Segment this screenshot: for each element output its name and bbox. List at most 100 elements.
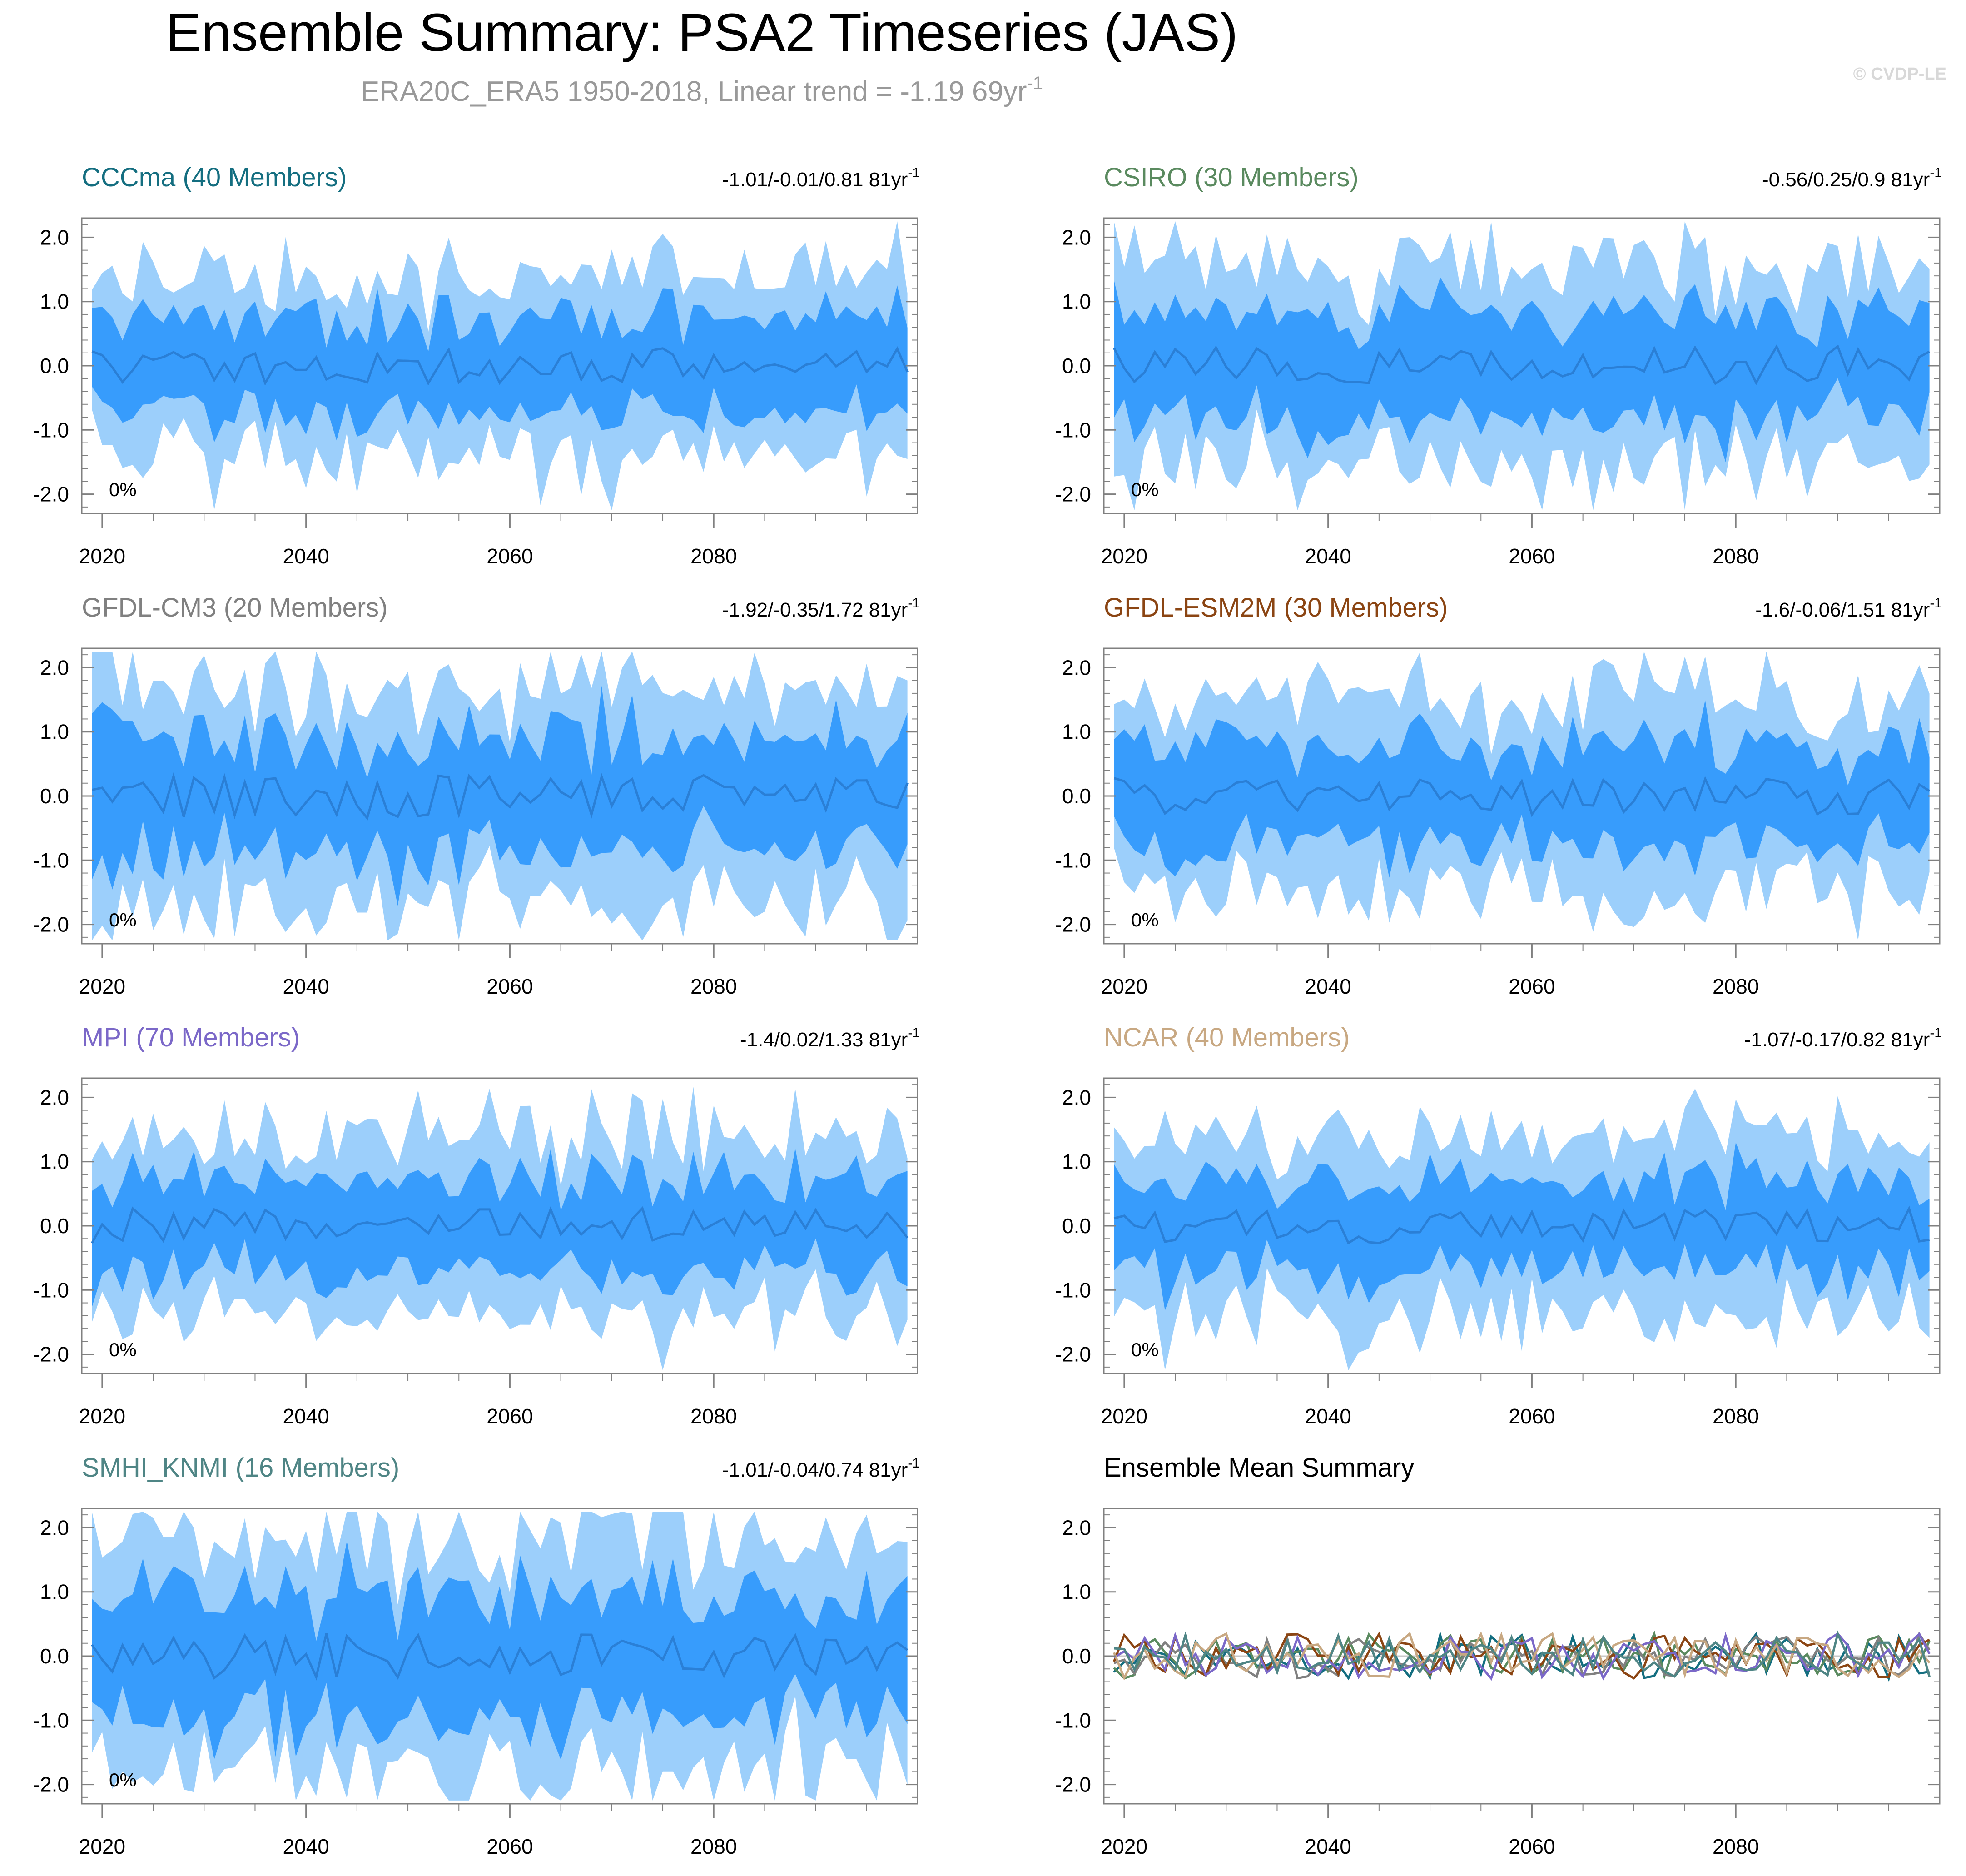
panel-title: MPI (70 Members) (82, 1023, 300, 1052)
series-line-smhi-knmi (1114, 1630, 1931, 1678)
y-tick-label: -2.0 (1055, 1343, 1091, 1366)
x-tick-label: 2060 (487, 544, 533, 568)
y-tick-label: 2.0 (40, 1516, 69, 1539)
ensemble-mean-line (1113, 344, 1930, 386)
x-tick-label: 2040 (1305, 1835, 1351, 1858)
x-tick-label: 2060 (1509, 1835, 1555, 1858)
x-tick-label: 2040 (283, 544, 329, 568)
panel-trend: -1.07/-0.17/0.82 81yr-1 (1744, 1025, 1942, 1051)
y-tick-label: 2.0 (40, 1085, 69, 1109)
trend-value: -1.01/-0.04/0.74 81yr (722, 1459, 908, 1481)
y-tick-label: -2.0 (33, 483, 69, 506)
y-tick-label: 2.0 (1062, 1085, 1091, 1109)
percent-label: 0% (109, 1769, 137, 1791)
x-tick-label: 2080 (690, 1404, 737, 1428)
y-tick-label: -1.0 (33, 1278, 69, 1302)
panel-ncar: NCAR (40 Members) -1.07/-0.17/0.82 81yr-1… (1055, 1023, 1942, 1428)
plot-content (1104, 1630, 1940, 1682)
y-tick-label: 0.0 (1062, 1644, 1091, 1668)
plot-content (82, 652, 918, 940)
x-tick-label: 2020 (79, 1835, 125, 1858)
y-tick-label: 1.0 (40, 1580, 69, 1604)
x-tick-label: 2020 (79, 1404, 125, 1428)
panel-title: CCCma (40 Members) (82, 163, 347, 192)
y-tick-label: -2.0 (1055, 1773, 1091, 1796)
x-tick-label: 2080 (1713, 544, 1759, 568)
trend-value: -1.92/-0.35/1.72 81yr (722, 599, 908, 621)
y-tick-label: -2.0 (33, 913, 69, 936)
plot-content (1104, 652, 1940, 940)
trend-superscript: -1 (1930, 165, 1942, 180)
inner-range-band (92, 285, 908, 443)
y-tick-label: 1.0 (40, 720, 69, 744)
panel-title: Ensemble Mean Summary (1104, 1453, 1414, 1483)
figure-title: Ensemble Summary: PSA2 Timeseries (JAS) (166, 3, 1238, 63)
panel-mpi: MPI (70 Members) -1.4/0.02/1.33 81yr-1 0% 2… (33, 1023, 920, 1428)
x-tick-label: 2020 (1101, 1835, 1147, 1858)
panels: CCCma (40 Members) -1.01/-0.01/0.81 81yr-… (33, 163, 1942, 1858)
trend-value: -1.4/0.02/1.33 81yr (740, 1029, 908, 1051)
ensemble-mean-line (91, 1632, 909, 1681)
y-tick-label: -1.0 (33, 1708, 69, 1732)
y-tick-label: -1.0 (1055, 1708, 1091, 1732)
trend-value: -1.01/-0.01/0.81 81yr (722, 169, 908, 191)
watermark: © CVDP-LE (1853, 65, 1946, 84)
x-tick-label: 2080 (690, 975, 737, 998)
trend-value: -0.56/0.25/0.9 81yr (1762, 169, 1930, 191)
y-tick-label: 1.0 (1062, 1150, 1091, 1174)
series-line-gfdl-cm3 (1113, 1631, 1931, 1680)
y-tick-label: -2.0 (1055, 483, 1091, 506)
inner-range-band (1114, 1142, 1930, 1311)
x-tick-label: 2020 (79, 544, 125, 568)
plot-content (1104, 221, 1940, 510)
plot-content (82, 1512, 918, 1801)
y-tick-label: -1.0 (1055, 848, 1091, 872)
x-tick-label: 2020 (1101, 544, 1147, 568)
panel-smhi-knmi: SMHI_KNMI (16 Members) -1.01/-0.04/0.74 8… (33, 1453, 920, 1858)
x-tick-label: 2060 (1509, 544, 1555, 568)
x-tick-label: 2040 (1305, 975, 1351, 998)
x-tick-label: 2060 (487, 1404, 533, 1428)
x-tick-label: 2080 (690, 544, 737, 568)
y-tick-label: 0.0 (40, 354, 69, 378)
panel-ensemble-mean: Ensemble Mean Summary 2.0 1.0 0.0 -1.0 -2.0 20… (1055, 1453, 1941, 1858)
y-tick-label: 0.0 (40, 1644, 69, 1668)
y-tick-label: 0.0 (40, 784, 69, 808)
x-tick-label: 2020 (1101, 975, 1147, 998)
plot-content (1104, 1089, 1940, 1370)
y-tick-label: 0.0 (1062, 1214, 1091, 1238)
trend-superscript: -1 (908, 596, 920, 611)
x-tick-label: 2040 (283, 1835, 329, 1858)
trend-superscript: -1 (1930, 1025, 1942, 1040)
inner-range-band (92, 1148, 908, 1307)
panel-gfdl-cm3: GFDL-CM3 (20 Members) -1.92/-0.35/1.72 81… (33, 593, 920, 998)
y-tick-label: 1.0 (40, 1150, 69, 1174)
subtitle-superscript: -1 (1027, 73, 1043, 93)
plot-content (82, 1087, 918, 1370)
panel-trend: -1.01/-0.01/0.81 81yr-1 (722, 165, 920, 191)
y-tick-label: 2.0 (40, 225, 69, 249)
y-tick-label: -2.0 (33, 1343, 69, 1366)
panel-gfdl-esm2m: GFDL-ESM2M (30 Members) -1.6/-0.06/1.51 8… (1055, 593, 1942, 998)
percent-label: 0% (109, 909, 137, 931)
subtitle-text: ERA20C_ERA5 1950-2018, Linear trend = -1… (361, 76, 1027, 107)
percent-label: 0% (1131, 909, 1159, 931)
y-tick-label: 0.0 (1062, 354, 1091, 378)
panel-trend: -1.4/0.02/1.33 81yr-1 (740, 1025, 920, 1051)
ensemble-mean-line (1113, 776, 1930, 817)
percent-label: 0% (1131, 1339, 1159, 1360)
percent-label: 0% (109, 1339, 137, 1360)
panel-title: SMHI_KNMI (16 Members) (82, 1453, 399, 1483)
y-tick-label: 2.0 (1062, 225, 1091, 249)
x-tick-label: 2020 (79, 975, 125, 998)
x-tick-label: 2060 (1509, 975, 1555, 998)
x-tick-label: 2060 (487, 1835, 533, 1858)
ensemble-mean-line (91, 771, 909, 821)
y-tick-label: -1.0 (33, 848, 69, 872)
y-tick-label: -2.0 (33, 1773, 69, 1796)
panel-title: GFDL-ESM2M (30 Members) (1104, 593, 1448, 622)
trend-superscript: -1 (908, 165, 920, 180)
panel-trend: -0.56/0.25/0.9 81yr-1 (1762, 165, 1942, 191)
x-tick-label: 2060 (1509, 1404, 1555, 1428)
